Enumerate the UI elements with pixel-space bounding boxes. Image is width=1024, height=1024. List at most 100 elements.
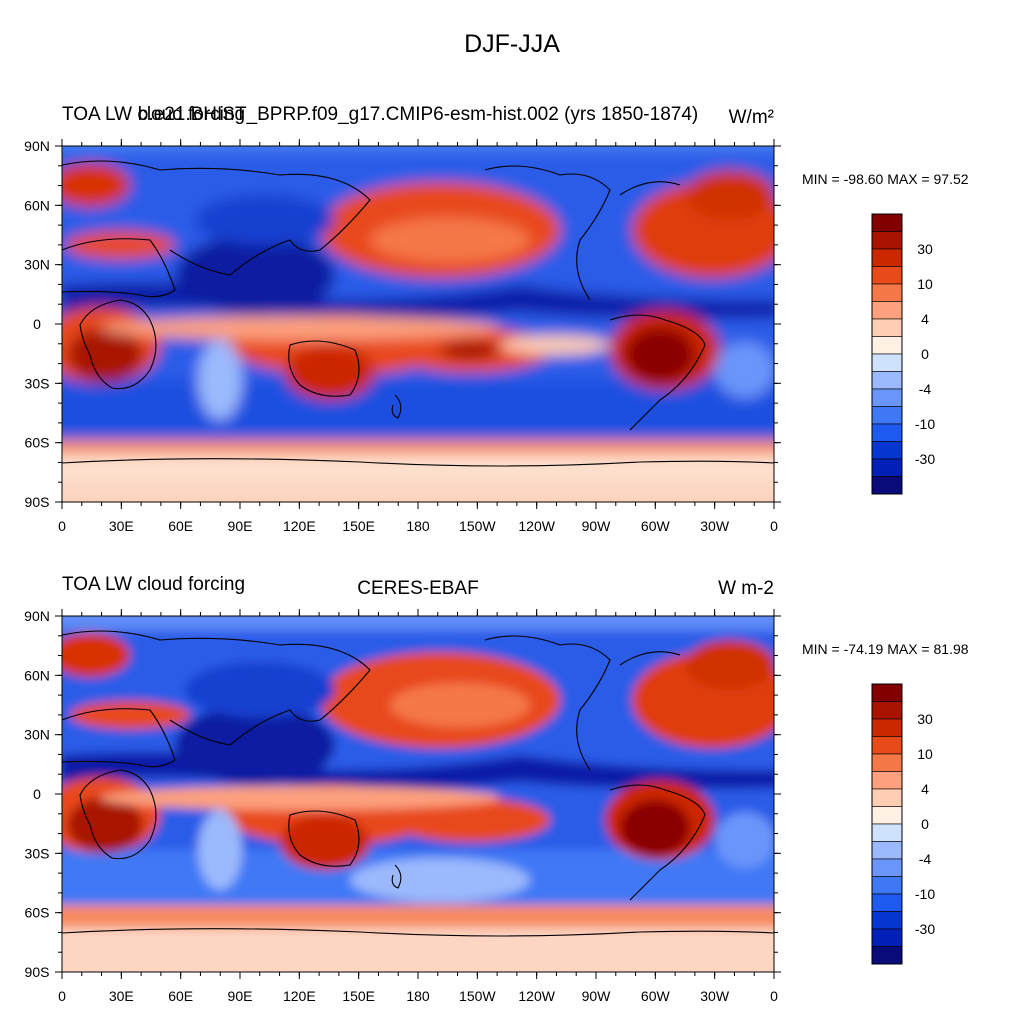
lon-tick-label: 60E — [168, 518, 193, 534]
lat-tick-label: 60N — [24, 197, 50, 213]
colorbar-label: 4 — [921, 311, 929, 327]
colorbar-swatch — [871, 213, 903, 232]
lon-tick-label: 150E — [342, 988, 375, 1004]
lon-tick-label: 0 — [770, 988, 778, 1004]
colorbar-swatch — [871, 771, 903, 790]
lon-tick-label: 180 — [406, 518, 430, 534]
colorbar-label: -10 — [915, 416, 935, 432]
lat-tick-label: 0 — [33, 786, 41, 802]
colorbar-swatch — [871, 823, 903, 842]
colorbar-label: 30 — [917, 711, 933, 727]
lon-tick-label: 90E — [228, 518, 253, 534]
colorbar-swatch — [871, 283, 903, 302]
colorbar-label: -30 — [915, 451, 935, 467]
colorbar-swatch — [871, 841, 903, 860]
lon-tick-label: 30W — [700, 518, 730, 534]
colorbar-swatch — [871, 683, 903, 702]
colorbar-swatch — [871, 718, 903, 737]
colorbar-swatch — [871, 231, 903, 250]
colorbar-label: 0 — [921, 346, 929, 362]
colorbar-swatch — [871, 893, 903, 912]
lon-tick-label: 30E — [109, 518, 134, 534]
panel2-units: W m-2 — [718, 578, 774, 599]
colorbar-swatch — [871, 406, 903, 425]
lat-tick-label: 60N — [24, 667, 50, 683]
axis-tick-labels: 0 30E 60E 90E 120E 150E 180 150W 120W 90W 60W 30W 09… — [24, 138, 778, 1004]
panel1-left-title: TOA LW cloud forcing — [62, 104, 246, 125]
lon-tick-label: 90E — [228, 988, 253, 1004]
colorbar-swatch — [871, 423, 903, 442]
colorbar-swatch — [871, 458, 903, 477]
colorbar-swatch — [871, 336, 903, 355]
colorbar-label: 4 — [921, 781, 929, 797]
lon-tick-label: 120W — [518, 518, 555, 534]
lat-tick-label: 60S — [25, 435, 50, 451]
colorbar-swatch — [871, 353, 903, 372]
lon-tick-label: 120E — [283, 518, 316, 534]
lat-tick-label: 90S — [25, 964, 50, 980]
lon-tick-label: 0 — [58, 988, 66, 1004]
lon-tick-label: 30W — [700, 988, 730, 1004]
lat-tick-label: 90N — [24, 138, 50, 154]
colorbar-swatch — [871, 911, 903, 930]
panel2-map — [62, 616, 774, 972]
colorbar-swatch — [871, 266, 903, 285]
colorbar-swatch — [871, 476, 903, 495]
colorbar-swatch — [871, 946, 903, 965]
lat-tick-label: 0 — [33, 316, 41, 332]
colorbar-swatch — [871, 371, 903, 390]
lon-tick-label: 30E — [109, 988, 134, 1004]
lon-tick-label: 60E — [168, 988, 193, 1004]
lon-tick-label: 150E — [342, 518, 375, 534]
colorbar-label: -4 — [919, 381, 932, 397]
panel1-center-title: b.e21.BHIST_BPRP.f09_g17.CMIP6-esm-hist.… — [137, 104, 699, 125]
colorbar-label: 10 — [917, 276, 933, 292]
colorbars: 30 10 4 0 -4 -10 -30 30 10 4 0 -4 -10 -30 — [871, 213, 935, 965]
colorbar-swatch — [871, 736, 903, 755]
panel1-minmax: MIN = -98.60 MAX = 97.52 — [802, 171, 969, 187]
lon-tick-label: 150W — [459, 518, 496, 534]
lon-tick-label: 0 — [770, 518, 778, 534]
lat-tick-label: 30N — [24, 257, 50, 273]
colorbar-label: -4 — [919, 851, 932, 867]
colorbar-swatch — [871, 301, 903, 320]
panel2-minmax: MIN = -74.19 MAX = 81.98 — [802, 641, 969, 657]
lat-tick-label: 90S — [25, 494, 50, 510]
panel1-map — [62, 146, 774, 502]
colorbar-swatch — [871, 876, 903, 895]
lon-tick-label: 90W — [582, 518, 612, 534]
colorbar-frame — [871, 213, 903, 495]
colorbar-swatch — [871, 788, 903, 807]
lon-tick-label: 60W — [641, 518, 671, 534]
colorbar-swatch — [871, 318, 903, 337]
lat-tick-label: 90N — [24, 608, 50, 624]
colorbar-label: 10 — [917, 746, 933, 762]
lat-tick-label: 30N — [24, 727, 50, 743]
lon-tick-label: 180 — [406, 988, 430, 1004]
lat-tick-label: 60S — [25, 905, 50, 921]
colorbar-label: -10 — [915, 886, 935, 902]
lat-tick-label: 30S — [25, 845, 50, 861]
colorbar-swatch — [871, 928, 903, 947]
colorbar-swatch — [871, 388, 903, 407]
colorbar-label: 0 — [921, 816, 929, 832]
lon-tick-label: 120W — [518, 988, 555, 1004]
colorbar-swatch — [871, 701, 903, 720]
lon-tick-label: 90W — [582, 988, 612, 1004]
colorbar-swatch — [871, 248, 903, 267]
colorbar-swatch — [871, 441, 903, 460]
colorbar-swatch — [871, 753, 903, 772]
colorbar-label: -30 — [915, 921, 935, 937]
axis-ticks — [55, 139, 781, 979]
lat-tick-label: 30S — [25, 375, 50, 391]
lon-tick-label: 150W — [459, 988, 496, 1004]
panel2-left-title: TOA LW cloud forcing — [62, 574, 246, 595]
colorbar-frame — [871, 683, 903, 965]
colorbar-swatch — [871, 806, 903, 825]
lon-tick-label: 60W — [641, 988, 671, 1004]
colorbar-swatch — [871, 858, 903, 877]
panel1-units: W/m² — [728, 107, 774, 128]
panel2-center-title: CERES-EBAF — [357, 578, 479, 599]
lon-tick-label: 0 — [58, 518, 66, 534]
